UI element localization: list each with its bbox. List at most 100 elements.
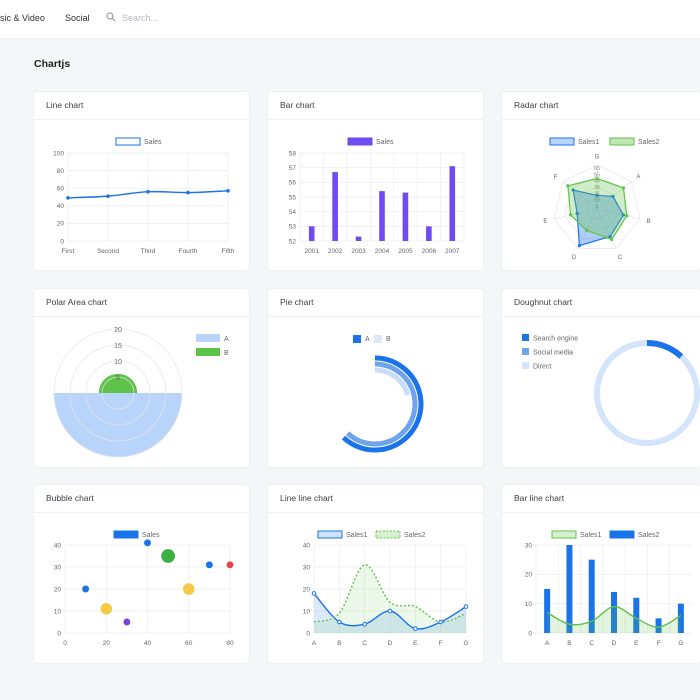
radar-area-sales2 (567, 177, 628, 241)
legend-swatch (196, 348, 220, 356)
y-tick-label: 53 (289, 224, 297, 231)
y-tick-label: 80 (57, 168, 65, 175)
x-tick-label: 2003 (351, 248, 366, 255)
x-tick-label: A (545, 640, 550, 647)
search-icon[interactable] (106, 12, 116, 22)
y-tick-label: 52 (289, 238, 297, 245)
data-point-sales (146, 189, 150, 194)
data-point-sales2 (585, 228, 589, 232)
legend-label: A (224, 336, 229, 343)
axis-label: G (595, 154, 600, 160)
legend-swatch (522, 348, 529, 355)
y-tick-label: 40 (54, 542, 62, 549)
search-input[interactable] (122, 10, 242, 26)
legend-swatch (113, 530, 139, 539)
data-point-sales2 (595, 176, 599, 181)
top-navbar: sic & Video Social (0, 0, 700, 39)
x-tick-label: Fifth (222, 248, 235, 255)
data-point-sales2 (621, 186, 626, 190)
y-tick-label: 10 (303, 608, 311, 615)
bar-chart: Sales 58 57 56 55 54 53 52 2001 2002 2003 2004 2005 2… (289, 137, 465, 255)
grid-spoke (596, 208, 640, 220)
data-point-sales2 (569, 213, 573, 217)
bar-sales2 (655, 618, 662, 633)
bubble-point (226, 561, 234, 569)
bar-sales (449, 166, 456, 241)
y-tick-label: 0 (306, 630, 310, 637)
polar-area-chart: 20 15 10 5 AB (53, 327, 229, 458)
r-tick-label: 35 (594, 185, 600, 191)
data-point-sales1 (413, 626, 418, 631)
y-tick-label: 40 (57, 203, 65, 210)
bubble-point (205, 561, 213, 569)
legend-label: B (386, 336, 391, 343)
y-tick-label: 100 (53, 150, 64, 157)
data-point-sales (186, 190, 190, 195)
x-tick-label: Second (97, 248, 119, 255)
polar-segment-b (98, 373, 138, 393)
r-tick-label: 15 (594, 198, 600, 204)
x-tick-label: 2006 (422, 248, 437, 255)
legend-swatch (317, 530, 343, 539)
grid-ring (53, 328, 183, 458)
bar-line-chart: Sales1 Sales2 30 20 10 0 A B C D E F G (525, 530, 692, 647)
grid-ring (564, 175, 630, 240)
legend-swatch (609, 530, 635, 539)
legend-swatch (115, 137, 141, 146)
grid-ring (575, 186, 619, 230)
y-tick-label: 30 (54, 564, 62, 571)
data-point-sales1 (362, 621, 367, 627)
legend-label: Sales1 (578, 139, 600, 146)
r-tick-label: 5 (116, 375, 120, 382)
line-chart: Sales 100 80 60 40 20 0 First Second Third Fourth F… (53, 137, 235, 255)
page-title: Chartjs (34, 58, 71, 70)
pie-slice-b (374, 367, 411, 396)
x-tick-label: C (362, 640, 367, 647)
x-tick-label: 2004 (375, 248, 390, 255)
legend-label: Sales2 (404, 532, 426, 539)
nav-item-social[interactable]: Social (65, 13, 90, 23)
x-tick-label: 40 (144, 640, 152, 647)
legend-swatch (347, 137, 373, 146)
nav-item-music-video[interactable]: sic & Video (0, 13, 45, 23)
r-tick-label: 15 (114, 343, 122, 350)
grid-ring (585, 197, 609, 220)
legend-label: Sales (144, 139, 162, 146)
axis-label: F (554, 174, 558, 180)
x-tick-label: 2001 (304, 248, 319, 255)
card-bar-line-chart: Bar line chart Sales1 Sales2 30 20 10 0 A B C D E F… (502, 485, 700, 663)
card-title: Bubble chart (46, 493, 94, 503)
legend-label: Direct (533, 364, 551, 371)
area-sales1 (547, 606, 681, 633)
bar-sales (402, 192, 409, 241)
card-doughnut-chart: Doughnut chart Search engine Social media… (502, 289, 700, 467)
card-title: Radar chart (514, 100, 559, 110)
legend-swatch (375, 530, 401, 539)
y-tick-label: 20 (54, 586, 62, 593)
data-point-sales1 (621, 213, 625, 217)
axis-label: B (647, 219, 651, 225)
x-tick-label: 60 (185, 640, 193, 647)
bar-sales (426, 226, 432, 241)
legend-label: Sales (376, 139, 394, 146)
grid-ring (85, 360, 151, 426)
radar-chart: Sales1Sales2ABCDEFG5152535455565 (543, 137, 660, 261)
card-title: Line line chart (280, 493, 333, 503)
y-tick-label: 20 (57, 221, 65, 228)
bubble-point (123, 618, 131, 626)
data-point-sales (226, 189, 230, 193)
data-point-sales1 (311, 591, 317, 596)
legend-label: A (365, 336, 370, 343)
axis-label: D (572, 255, 577, 261)
x-tick-label: 2005 (398, 248, 413, 255)
y-tick-label: 10 (54, 608, 62, 615)
legend-swatch (353, 335, 361, 343)
x-tick-label: First (62, 248, 75, 255)
grid-ring (69, 344, 167, 442)
card-bar-chart: Bar chart Sales 58 57 56 55 54 53 52 2001 2002 200… (268, 92, 483, 270)
data-point-sales1 (577, 243, 581, 248)
grid-spoke (596, 208, 617, 249)
bubble-point (161, 549, 176, 563)
legend-label: B (224, 350, 229, 357)
